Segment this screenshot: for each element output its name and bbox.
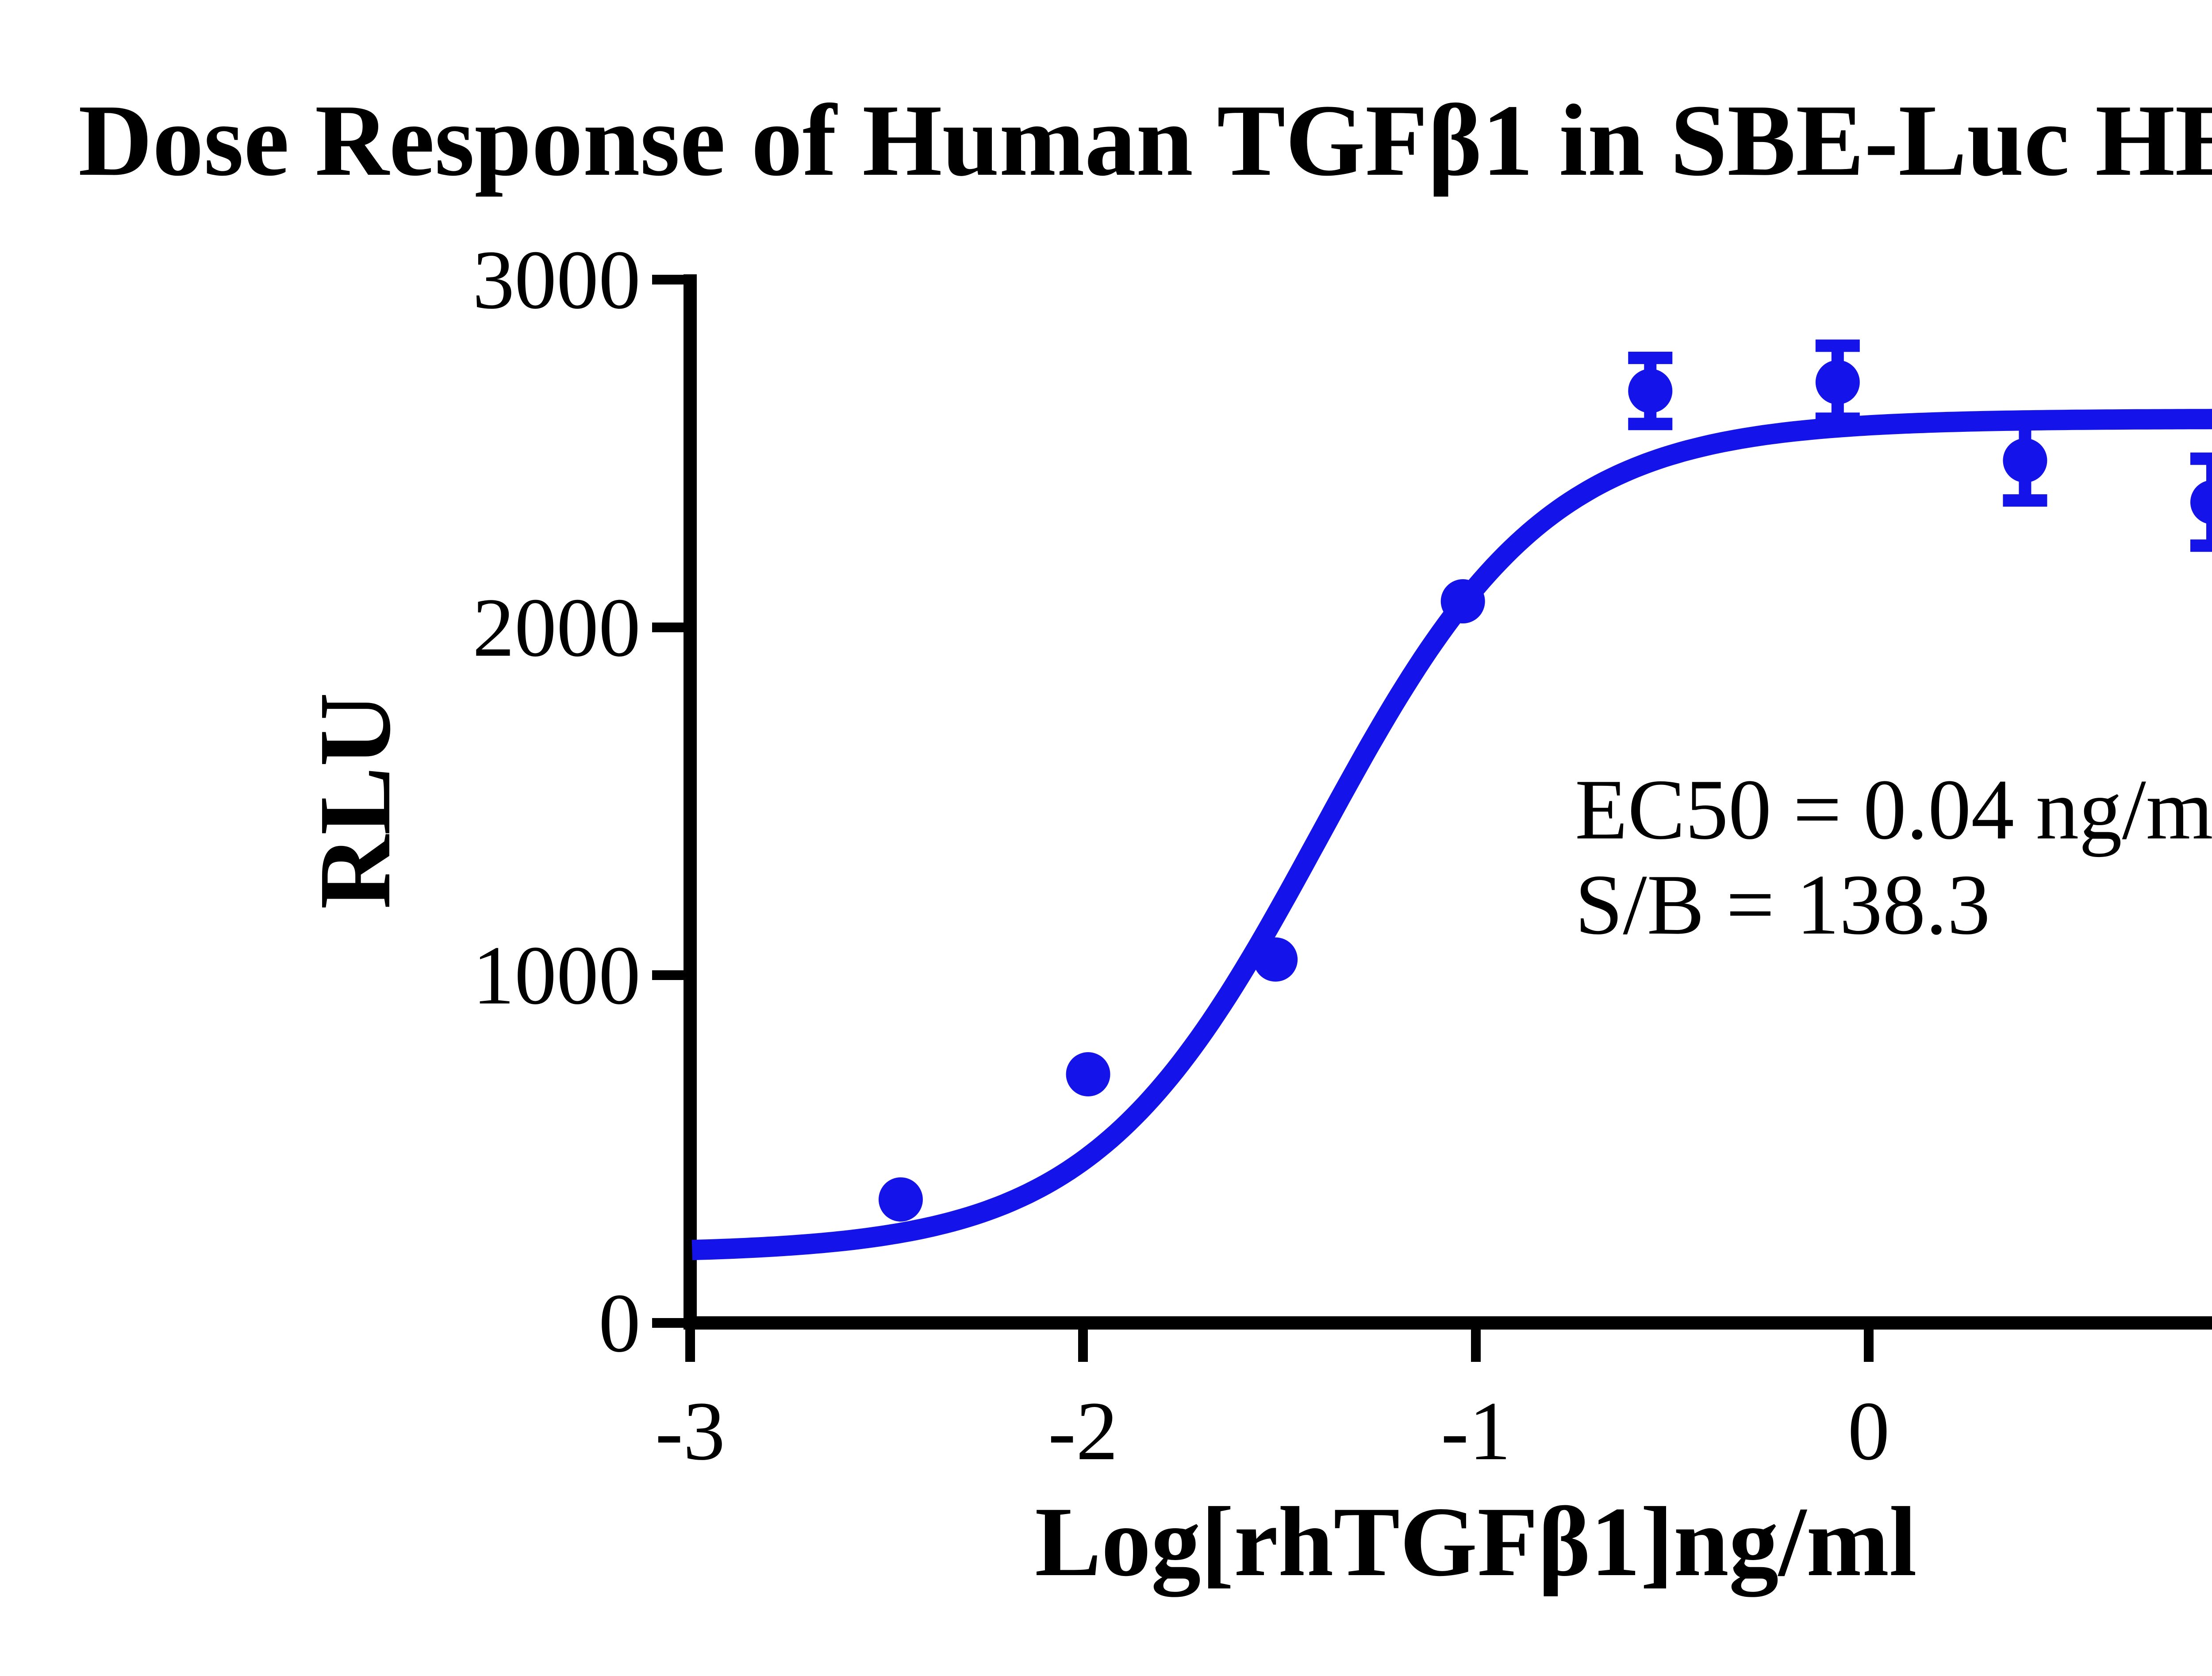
y-tick-label: 0 <box>599 1277 641 1370</box>
annotation-sb: S/B = 138.3 <box>1575 857 1990 953</box>
annotation-ec50: EC50 = 0.04 ng/ml <box>1575 762 2212 857</box>
data-point <box>1815 360 1860 404</box>
data-point <box>2003 438 2047 483</box>
y-tick-label: 3000 <box>472 234 641 327</box>
x-tick-label: -3 <box>655 1385 725 1478</box>
data-points <box>878 360 2212 1222</box>
x-tick-label: -1 <box>1441 1385 1511 1478</box>
y-axis-label: RLU <box>298 692 412 909</box>
y-axis-ticks: 0 1000 2000 3000 <box>472 234 690 1370</box>
axes <box>684 274 2212 1330</box>
x-tick-label: -2 <box>1048 1385 1118 1478</box>
data-point <box>2190 480 2212 525</box>
x-axis-label: Log[rhTGFβ1]ng/ml <box>1035 1486 1917 1597</box>
chart-title: Dose Response of Human TGFβ1 in SBE-Luc … <box>78 84 2212 197</box>
data-point <box>1628 369 1673 413</box>
x-tick-label: 0 <box>1848 1385 1890 1478</box>
data-point <box>1440 579 1485 624</box>
data-point <box>878 1177 923 1222</box>
x-axis-ticks: -3-2-101 <box>655 1330 1890 1478</box>
y-tick-label: 1000 <box>472 929 641 1022</box>
y-tick-label: 2000 <box>472 581 641 674</box>
data-point <box>1253 937 1298 982</box>
data-point <box>1066 1052 1110 1097</box>
